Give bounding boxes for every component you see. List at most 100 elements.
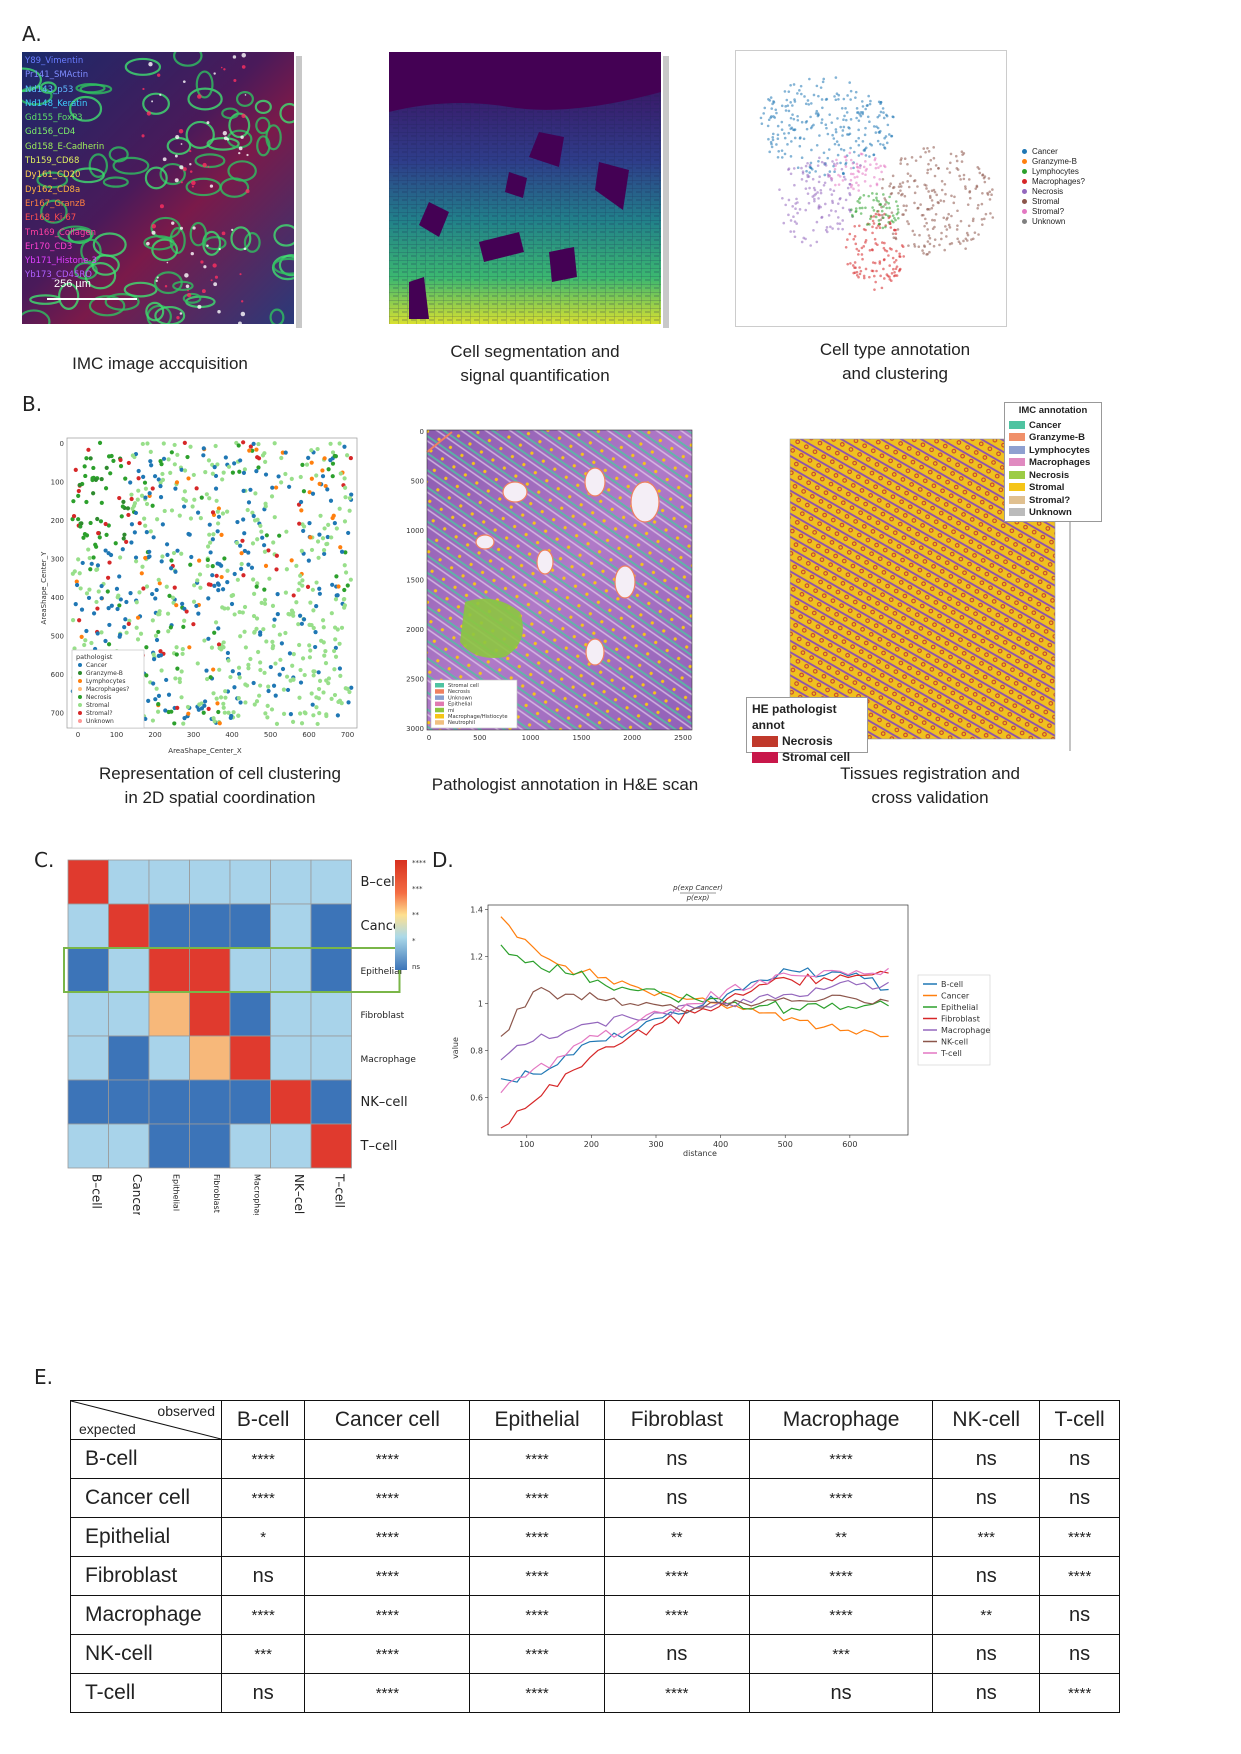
heatmap-cell — [189, 947, 231, 993]
table-corner-diagonal — [71, 1401, 221, 1439]
table-column-header: Macrophage — [748, 1400, 934, 1440]
scatter-xtick: 300 — [187, 731, 200, 739]
scatter-legend-label: Macrophages? — [86, 686, 129, 693]
scatter-xtick: 400 — [225, 731, 238, 739]
registration-legend-item: Stromal — [1009, 482, 1097, 495]
heatmap-cell — [108, 947, 150, 993]
heatmap-cell — [108, 1035, 150, 1081]
heatmap-cell — [148, 859, 190, 905]
scatter-legend-label: Stromal? — [86, 710, 113, 717]
line-legend-label: B-cell — [941, 980, 963, 989]
umap-legend-item: Macrophages? — [1022, 177, 1085, 187]
heatmap-row-label: Macrophage — [361, 1055, 417, 1065]
heatmap-cell — [310, 1123, 352, 1169]
he-legend-label: Epithelial — [448, 702, 472, 708]
table-cell: **** — [220, 1595, 306, 1635]
imc-annotation-legend: IMC annotation Cancer Granzyme-B Lymphocyt… — [1004, 402, 1102, 522]
imc-channel-label: Yb171_Histone-3 — [25, 256, 97, 267]
imc-shadow — [296, 56, 302, 328]
registration-legend-label: Stromal? — [1029, 494, 1071, 506]
heatmap-cell — [189, 1079, 231, 1125]
registration-legend-item: Macrophages — [1009, 457, 1097, 470]
table-cell: ns — [603, 1439, 750, 1479]
registration-legend-item: Cancer — [1009, 420, 1097, 433]
line-xlabel: distance — [683, 1149, 717, 1158]
table-cell: ** — [932, 1595, 1041, 1635]
he-annotation-title: HE pathologist annot — [752, 702, 837, 732]
imc-channel-label: Nd148_Keratin — [25, 98, 88, 109]
heatmap-cell — [148, 903, 190, 949]
heatmap-cell — [310, 1079, 352, 1125]
he-legend-label: Neutrophil — [448, 720, 475, 726]
he-xtick: 1500 — [572, 734, 590, 742]
table-row-label: Macrophage — [70, 1595, 222, 1635]
table-cell: *** — [220, 1634, 306, 1674]
table-row: T-cell ns **** **** **** ns ns **** — [70, 1673, 1120, 1713]
umap-legend-item: Stromal — [1022, 197, 1085, 207]
he-xtick: 0 — [427, 734, 431, 742]
heatmap-col-label: Fibroblast — [212, 1174, 221, 1213]
heatmap-row-label: T–cell — [360, 1139, 398, 1154]
segmentation-svg — [389, 52, 661, 324]
heatmap-cell — [270, 859, 312, 905]
legend-swatch-icon — [1009, 470, 1025, 479]
he-ytick: 1000 — [406, 527, 424, 535]
line-chart-svg: p(exp Cancer) p(exp) distance value 100 2… — [451, 884, 990, 1158]
imc-channel-label: Gd158_E-Cadherin — [25, 141, 105, 152]
legend-dot-icon — [78, 687, 82, 691]
table-column-header: B-cell — [220, 1400, 306, 1440]
line-legend-label: NK-cell — [941, 1038, 968, 1047]
table-cell: * — [220, 1517, 306, 1557]
legend-dot-icon — [1022, 169, 1027, 174]
legend-dot-icon — [1022, 209, 1027, 214]
table-row-label: Fibroblast — [70, 1556, 222, 1596]
table-cell: **** — [220, 1439, 306, 1479]
umap-legend-label: Stromal? — [1032, 207, 1065, 216]
table-cell: **** — [1039, 1517, 1120, 1557]
table-cell: ns — [220, 1556, 306, 1596]
umap-legend-label: Macrophages? — [1032, 177, 1085, 186]
scatter-legend-label: Necrosis — [86, 694, 111, 701]
scatter-ytick: 0 — [60, 440, 64, 448]
legend-swatch-icon — [1009, 495, 1025, 504]
caption-b3: Tissues registration and cross validatio… — [795, 762, 1065, 810]
scale-bar-label: 256 µm — [54, 278, 91, 290]
heatmap-cell — [67, 903, 109, 949]
table-cell: **** — [1039, 1673, 1120, 1713]
caption-b1-line1: Representation of cell clustering — [99, 764, 341, 783]
heatmap-cell — [148, 947, 190, 993]
table-column-header: NK-cell — [932, 1400, 1041, 1440]
imc-channel-label: Er168_Ki-67 — [25, 213, 77, 224]
heatmap-cell — [310, 903, 352, 949]
colorbar-tick: ** — [412, 911, 420, 919]
heatmap-col-label: Cancer — [130, 1174, 144, 1215]
line-legend: B-cell Cancer Epithelial Fibroblast Macropha… — [917, 974, 990, 1066]
heatmap-cell — [310, 859, 352, 905]
imc-channel-list: Y89_Vimentin Pr141_SMActin Nd143_p53 Nd148_… — [25, 54, 104, 283]
scatter-xtick: 500 — [264, 731, 277, 739]
scatter-ytick: 300 — [51, 556, 64, 564]
imc-image: Y89_Vimentin Pr141_SMActin Nd143_p53 Nd148_… — [4, 44, 306, 334]
table-cell: ns — [748, 1673, 934, 1713]
heatmap-col-label: Macrophage — [252, 1174, 261, 1215]
table-cell: **** — [748, 1478, 934, 1518]
table-cell: **** — [304, 1517, 471, 1557]
line-xtick: 500 — [778, 1140, 793, 1149]
table-row-label: B-cell — [70, 1439, 222, 1479]
line-xtick: 400 — [713, 1140, 728, 1149]
legend-swatch-icon — [1009, 458, 1025, 467]
heatmap-cell — [189, 1035, 231, 1081]
scatter-xtick: 700 — [341, 731, 354, 739]
heatmap-cell — [67, 947, 109, 993]
umap-legend-label: Necrosis — [1032, 187, 1064, 196]
colorbar — [395, 860, 407, 970]
table-row-label: Epithelial — [70, 1517, 222, 1557]
table-cell: **** — [469, 1478, 605, 1518]
registration-legend-item: Granzyme-B — [1009, 432, 1097, 445]
legend-dot-icon — [78, 711, 82, 715]
legend-swatch-icon — [752, 736, 778, 748]
heatmap: B–cell Cancer Epithelial Fibroblast Macropha… — [60, 855, 440, 1223]
table-row-label: T-cell — [70, 1673, 222, 1713]
scatter-ytick: 600 — [51, 671, 64, 679]
registration-legend-label: Cancer — [1029, 419, 1062, 431]
